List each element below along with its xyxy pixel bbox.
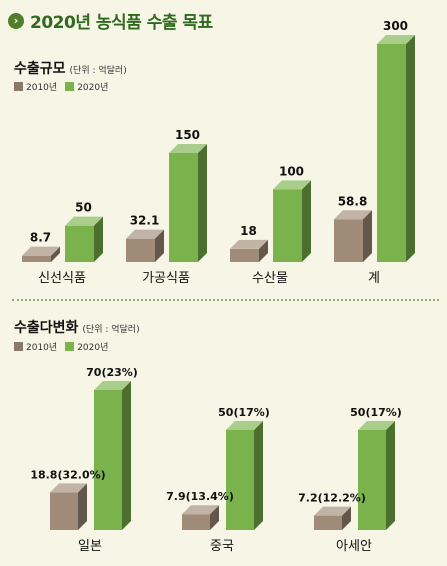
bar-2010-top <box>126 229 164 239</box>
bar-2020-top <box>226 421 263 430</box>
legend-label-2010: 2010년 <box>26 83 58 93</box>
bar-2010-side <box>155 229 164 262</box>
bar-2010-side <box>210 505 219 530</box>
bar-2010-side <box>51 246 60 262</box>
legend-swatch-2020 <box>65 82 75 91</box>
data-label-2010: 7.9(13.4%) <box>166 490 234 503</box>
bar-2010 <box>334 219 363 262</box>
legend-item-2020: 2020년 <box>65 80 108 93</box>
category-label: 신선식품 <box>38 271 86 286</box>
legend-label-2020: 2020년 <box>77 83 109 93</box>
bar-2020-top <box>169 144 207 153</box>
legend-swatch-2010 <box>14 82 23 91</box>
bar-2020 <box>377 44 406 262</box>
bar-2010-top <box>50 483 87 493</box>
data-label-2020: 100 <box>279 164 304 178</box>
legend-item-2020: 2020년 <box>65 340 108 353</box>
category-label: 수산물 <box>252 271 288 286</box>
bar-2010 <box>50 492 78 530</box>
bar-2020-top <box>94 381 131 390</box>
bar-2010 <box>230 248 259 262</box>
chart1-export-volume: 8.7 50 신선식품 32.1 150 가공식품 18 100 수산물 58.8 300 계 <box>22 19 415 286</box>
bar-2020 <box>94 390 122 530</box>
chart1-header: 수출규모 (단위 : 억달러) <box>14 58 127 78</box>
data-label-2020: 50(17%) <box>350 406 402 419</box>
legend-label-2010: 2010년 <box>26 343 58 353</box>
bar-2020-side <box>122 381 131 530</box>
bar-2020-top <box>65 216 103 226</box>
data-label-2020: 150 <box>175 128 200 142</box>
bar-2010-side <box>363 210 372 262</box>
bar-2020 <box>226 430 254 530</box>
data-label-2020: 70(23%) <box>86 366 138 379</box>
chevron-right-icon: › <box>8 12 24 29</box>
bar-2020-side <box>198 144 207 262</box>
bar-2010-top <box>314 506 351 516</box>
bar-2020-top <box>273 180 311 190</box>
bar-2010-top <box>182 505 219 515</box>
bar-2010-side <box>342 506 351 530</box>
page-header: › 2020년 농식품 수출 목표 <box>8 8 213 33</box>
legend-item-2010: 2010년 <box>14 340 57 353</box>
bar-2010 <box>314 515 342 530</box>
bar-2020-side <box>302 180 311 262</box>
bar-2020-side <box>94 216 103 262</box>
chart1-title: 수출규모 <box>14 61 66 77</box>
bar-2020 <box>65 225 94 262</box>
data-label-2010: 18 <box>240 224 257 238</box>
bar-2010 <box>22 255 51 262</box>
category-label: 아세안 <box>336 539 372 554</box>
bar-2010 <box>182 514 210 530</box>
data-label-2010: 7.2(12.2%) <box>298 492 366 505</box>
data-label-2020: 50 <box>75 201 92 215</box>
chart2-unit: (단위 : 억달러) <box>82 325 140 335</box>
data-label-2020: 50(17%) <box>218 406 270 419</box>
chart2-title: 수출다변화 <box>14 320 79 336</box>
bar-2020 <box>273 189 302 262</box>
legend-swatch-2010 <box>14 342 23 351</box>
category-label: 계 <box>368 271 380 286</box>
data-label-2010: 8.7 <box>30 231 51 245</box>
page-title: 2020년 농식품 수출 목표 <box>30 13 213 33</box>
bar-2020-side <box>406 35 415 262</box>
data-label-2020: 300 <box>383 19 408 33</box>
bar-2020-top <box>358 421 395 430</box>
bar-2010-top <box>22 246 60 256</box>
bar-2010-top <box>230 239 268 249</box>
bar-2010 <box>126 238 155 262</box>
legend-item-2010: 2010년 <box>14 80 57 93</box>
legend-label-2020: 2020년 <box>77 343 109 353</box>
chart2-legend: 2010년 2020년 <box>14 340 116 353</box>
data-label-2010: 18.8(32.0%) <box>30 468 105 481</box>
bar-2020-top <box>377 35 415 44</box>
section-divider <box>12 299 439 301</box>
category-label: 가공식품 <box>142 271 190 286</box>
bar-2020-side <box>254 421 263 530</box>
chart1-legend: 2010년 2020년 <box>14 80 116 93</box>
chart1-unit: (단위 : 억달러) <box>69 66 127 76</box>
bar-2020 <box>169 153 198 262</box>
data-label-2010: 58.8 <box>338 194 368 208</box>
bar-2010-side <box>259 239 268 262</box>
category-label: 일본 <box>78 539 102 554</box>
chart2-header: 수출다변화 (단위 : 억달러) <box>14 317 140 337</box>
category-label: 중국 <box>210 539 234 554</box>
bar-2010-side <box>78 483 87 530</box>
bar-2020 <box>358 430 386 530</box>
bar-2010-top <box>334 210 372 220</box>
data-label-2010: 32.1 <box>130 214 160 228</box>
bar-2020-side <box>386 421 395 530</box>
legend-swatch-2020 <box>65 342 75 351</box>
